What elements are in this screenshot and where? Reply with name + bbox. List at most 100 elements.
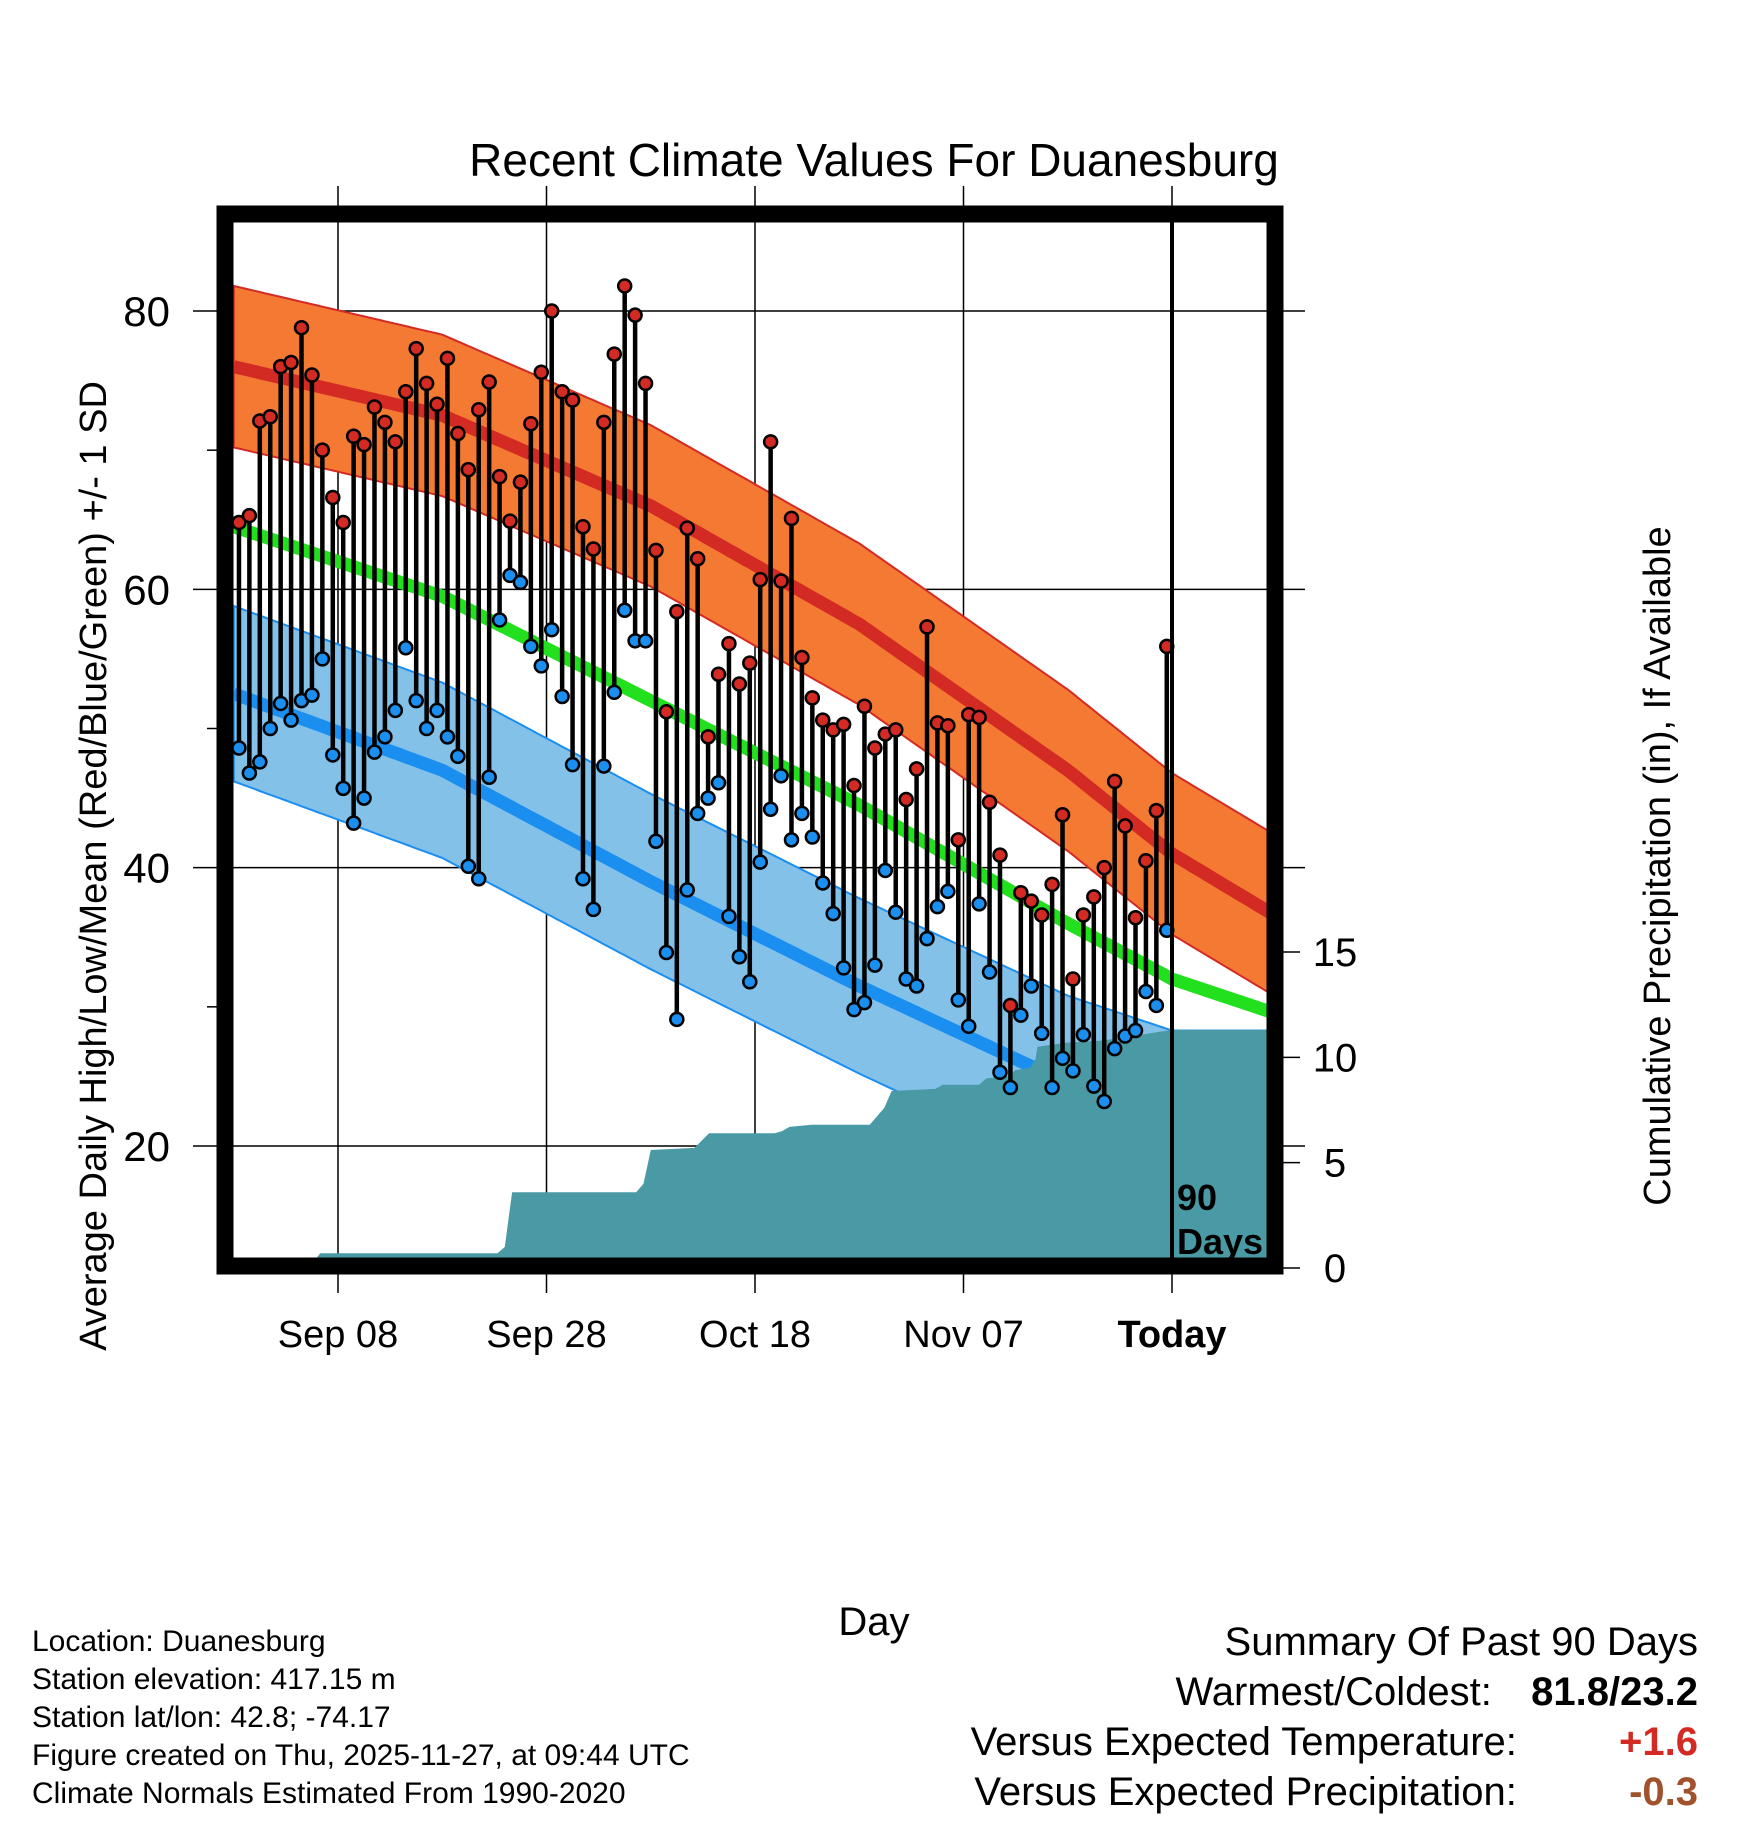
daily-low-point-88: [1148, 997, 1165, 1014]
daily-low-point-83: [1096, 1093, 1112, 1110]
daily-high-point-65: [908, 761, 925, 777]
info-normals: Climate Normals Estimated From 1990-2020: [32, 1777, 626, 1810]
daily-low-point-14: [377, 729, 393, 745]
daily-low-point-10: [335, 780, 351, 797]
x-tick-label-0: Sep 08: [278, 1314, 398, 1356]
daily-high-point-71: [971, 709, 987, 726]
daily-low-point-1: [241, 765, 258, 781]
daily-low-point-79: [1054, 1050, 1071, 1067]
daily-high-point-31: [554, 383, 570, 400]
daily-high-point-24: [481, 374, 497, 390]
daily-high-point-33: [575, 518, 591, 535]
daily-low-point-7: [304, 687, 320, 703]
daily-high-point-69: [950, 832, 967, 848]
daily-high-point-47: [721, 635, 737, 652]
daily-low-point-75: [1013, 1007, 1029, 1023]
daily-low-point-66: [919, 930, 935, 947]
y-left-tick-label-0: 20: [123, 1123, 170, 1170]
daily-low-point-11: [345, 815, 362, 831]
daily-high-point-53: [783, 510, 800, 527]
daily-high-point-48: [731, 676, 748, 692]
daily-low-point-3: [262, 720, 278, 737]
plot-frame: [216, 205, 1284, 1275]
daily-low-point-65: [908, 978, 925, 994]
daily-low-point-60: [856, 994, 873, 1011]
daily-high-point-34: [585, 541, 602, 557]
daily-high-point-38: [627, 307, 643, 323]
summary-panel: Summary Of Past 90 Days Warmest/Coldest:…: [938, 1620, 1698, 1820]
today-days-label-0: 90: [1177, 1177, 1217, 1218]
daily-low-point-50: [752, 854, 768, 870]
daily-low-point-49: [742, 974, 758, 990]
daily-high-point-45: [700, 729, 716, 745]
daily-high-point-56: [815, 712, 831, 728]
daily-low-point-39: [637, 633, 654, 649]
daily-low-point-41: [658, 944, 675, 961]
daily-high-point-51: [762, 434, 779, 450]
daily-low-point-27: [512, 574, 529, 591]
summary-precip-value: -0.3: [1629, 1770, 1698, 1814]
y-left-tick-label-3: 80: [123, 288, 170, 335]
daily-low-point-46: [710, 775, 727, 791]
summary-warmest-row: Warmest/Coldest: 81.8/23.2: [1176, 1670, 1699, 1715]
daily-low-point-52: [773, 768, 789, 784]
daily-high-point-81: [1075, 907, 1092, 923]
daily-high-point-74: [1002, 997, 1019, 1014]
x-axis-title: Day: [838, 1600, 909, 1644]
daily-low-point-69: [950, 992, 967, 1008]
daily-high-point-26: [502, 513, 518, 529]
daily-low-point-70: [960, 1018, 977, 1035]
observations-layer: [231, 278, 1175, 1110]
daily-low-point-68: [940, 883, 956, 900]
daily-low-point-47: [721, 908, 737, 925]
precipitation-layer: [287, 1029, 1275, 1266]
daily-low-point-25: [491, 612, 508, 628]
daily-high-point-9: [325, 489, 341, 506]
daily-high-point-60: [856, 698, 873, 714]
daily-high-point-43: [679, 520, 695, 536]
daily-low-point-5: [283, 712, 299, 728]
daily-high-point-54: [794, 649, 810, 666]
daily-high-point-36: [606, 346, 623, 362]
daily-low-point-62: [877, 862, 894, 879]
daily-high-point-11: [345, 428, 362, 444]
daily-high-point-86: [1127, 910, 1144, 926]
daily-high-point-30: [543, 303, 560, 319]
daily-high-point-41: [658, 704, 675, 720]
info-location: Location: Duanesburg: [32, 1625, 326, 1658]
daily-high-point-44: [689, 550, 706, 567]
daily-low-point-74: [1002, 1079, 1019, 1096]
daily-low-point-82: [1086, 1078, 1102, 1094]
daily-low-point-72: [981, 964, 998, 980]
daily-high-point-25: [491, 468, 508, 485]
daily-high-point-40: [648, 542, 664, 559]
daily-high-point-22: [460, 461, 477, 478]
station-info: Location: Duanesburg Station elevation: …: [32, 1623, 690, 1813]
daily-high-point-16: [398, 383, 414, 400]
daily-low-point-57: [825, 905, 841, 922]
daily-low-point-48: [731, 948, 748, 965]
daily-high-point-28: [523, 415, 539, 432]
daily-low-point-23: [470, 871, 487, 887]
y-left-tick-label-1: 40: [123, 845, 170, 892]
daily-high-point-8: [314, 442, 331, 458]
daily-high-point-83: [1096, 859, 1112, 876]
daily-low-point-58: [835, 960, 852, 976]
daily-high-point-61: [867, 740, 883, 756]
daily-low-point-4: [272, 695, 289, 712]
daily-high-point-52: [773, 573, 789, 589]
y-axis-title-left: Average Daily High/Low/Mean (Red/Blue/Gr…: [73, 381, 115, 1351]
daily-high-point-58: [835, 716, 852, 733]
daily-low-point-63: [887, 904, 904, 920]
daily-low-point-36: [606, 684, 623, 701]
daily-low-point-44: [689, 805, 706, 822]
daily-low-point-61: [867, 957, 883, 973]
daily-low-point-77: [1033, 1025, 1050, 1042]
daily-high-point-3: [262, 409, 278, 425]
daily-low-point-42: [669, 1011, 685, 1028]
daily-high-point-84: [1106, 773, 1123, 790]
daily-high-point-39: [637, 375, 654, 392]
daily-high-point-10: [335, 514, 351, 531]
